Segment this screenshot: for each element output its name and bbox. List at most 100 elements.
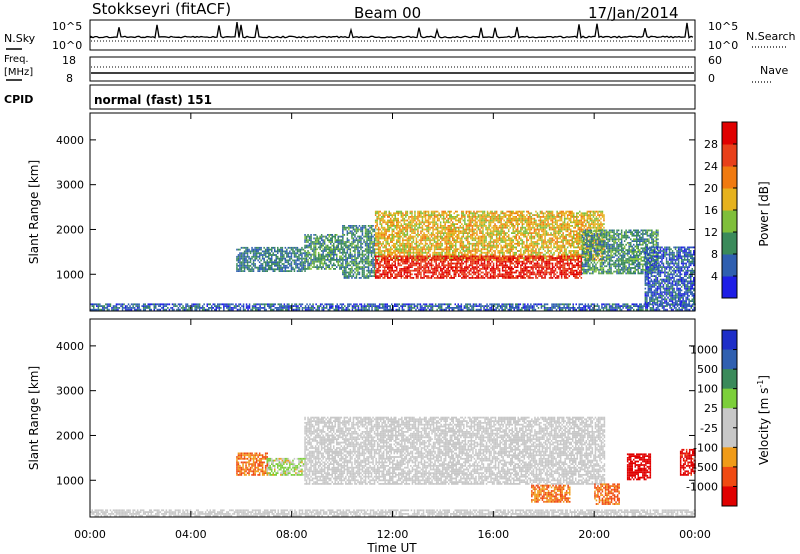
data-cell [485,235,487,238]
data-cell [489,253,492,256]
data-cell [603,219,605,222]
data-cell [438,239,440,242]
data-cell [494,214,496,216]
data-cell [455,255,457,258]
data-cell [411,230,413,233]
data-cell [432,255,434,258]
data-cell [511,250,513,252]
data-cell [388,234,390,236]
data-cell [553,242,555,245]
data-cell [542,225,545,227]
data-cell [568,217,570,220]
data-cell [411,223,413,225]
data-cell [560,217,563,220]
data-cell [526,232,528,234]
data-cell [506,239,508,242]
data-cell [491,216,493,218]
data-cell [400,251,403,254]
data-cell [427,226,430,229]
data-cell [570,221,572,224]
data-cell [372,241,374,243]
data-cell [406,244,409,247]
data-cell [366,251,368,254]
data-cell [351,277,353,279]
data-cell [412,232,415,234]
data-cell [313,257,315,259]
data-cell [497,250,499,252]
data-cell [310,241,312,243]
data-cell [333,262,335,265]
data-cell [430,246,433,249]
data-cell [480,241,483,243]
data-cell [333,253,335,256]
data-cell [310,244,312,247]
data-cell [361,273,364,276]
data-cell [340,246,343,249]
data-cell [492,232,495,234]
data-cell [435,273,437,276]
data-cell [414,216,416,218]
data-cell [430,216,433,218]
data-cell [424,250,427,252]
data-cell [403,250,406,252]
data-cell [565,228,567,231]
data-cell [511,214,513,216]
data-cell [284,259,287,262]
data-cell [500,251,502,254]
data-cell [441,253,443,256]
data-cell [269,254,271,256]
data-cell [342,264,344,267]
data-cell [449,244,451,247]
data-cell [346,262,349,265]
data-cell [563,237,566,240]
data-cell [342,251,344,254]
data-cell [514,230,516,233]
data-cell [541,237,543,240]
data-cell [438,271,440,274]
data-cell [529,246,531,249]
data-cell [450,255,452,258]
data-cell [462,235,465,238]
data-cell [418,257,421,259]
data-cell [245,264,247,267]
data-cell [542,216,545,218]
data-cell [357,264,359,267]
data-cell [518,230,520,233]
data-cell [527,248,530,251]
data-cell [576,223,578,225]
data-cell [459,275,462,277]
data-cell [568,228,570,231]
data-cell [254,259,256,262]
data-cell [330,241,332,243]
data-cell [470,216,472,218]
data-cell [339,239,341,242]
data-cell [467,226,469,229]
data-cell [307,259,309,261]
data-cell [379,269,381,272]
data-cell [526,239,528,242]
data-cell [482,234,484,236]
data-cell [456,223,458,225]
data-cell [450,235,452,238]
data-cell [504,250,507,252]
data-cell [390,251,392,254]
data-cell [532,237,534,240]
data-cell [566,214,569,216]
data-cell [550,216,552,218]
freq-panel-frame [89,56,696,82]
data-cell [453,217,455,220]
data-cell [533,242,536,245]
data-cell [400,277,403,279]
data-cell [439,248,442,251]
data-cell [320,253,323,256]
data-cell [447,271,449,274]
data-cell [383,253,386,256]
data-cell [387,230,389,233]
data-cell [486,242,489,245]
data-cell [480,232,483,234]
data-cell [369,237,371,240]
data-cell [452,257,454,259]
data-cell [363,260,365,263]
data-cell [554,216,557,218]
data-cell [380,260,383,263]
